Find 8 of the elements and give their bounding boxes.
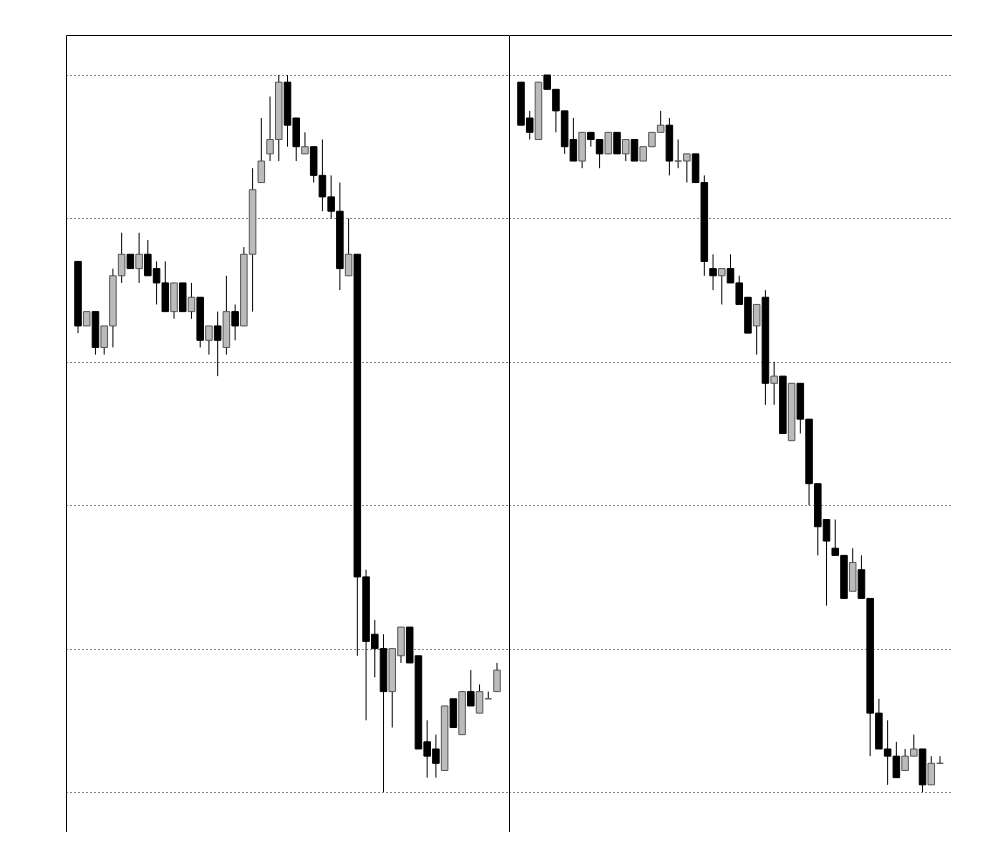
candlestick xyxy=(630,139,639,162)
candlestick xyxy=(467,669,475,707)
candlestick xyxy=(674,139,682,169)
candlestick xyxy=(709,253,717,291)
candlestick xyxy=(493,662,501,693)
candlestick xyxy=(231,303,239,341)
candlestick xyxy=(613,131,621,155)
candlestick xyxy=(257,117,266,184)
